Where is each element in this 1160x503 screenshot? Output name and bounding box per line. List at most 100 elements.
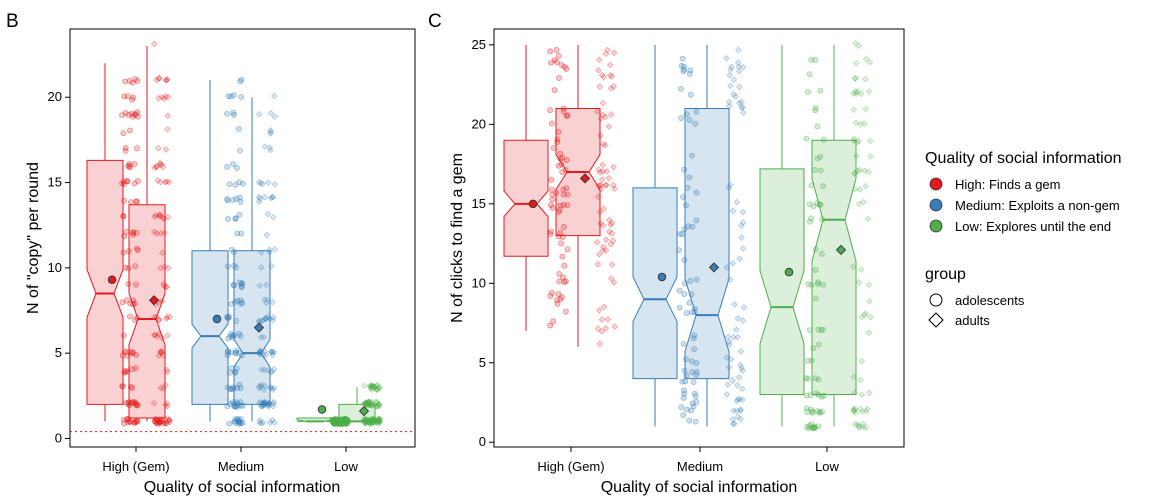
- data-point: [732, 93, 739, 100]
- data-point: [808, 56, 815, 63]
- data-point: [602, 247, 610, 254]
- data-point: [162, 77, 170, 84]
- data-point: [602, 113, 609, 121]
- data-point: [812, 107, 818, 114]
- data-point: [610, 181, 617, 189]
- data-point: [257, 334, 265, 341]
- data-point: [162, 178, 169, 186]
- data-point: [157, 212, 164, 220]
- data-point: [367, 420, 374, 427]
- data-point: [131, 161, 138, 167]
- data-point: [693, 108, 700, 115]
- data-point: [370, 383, 378, 390]
- data-point: [809, 408, 816, 415]
- data-point: [157, 230, 165, 237]
- data-point: [602, 141, 609, 149]
- data-point: [122, 264, 129, 271]
- data-point: [368, 382, 376, 389]
- data-point: [852, 40, 859, 47]
- data-point: [370, 383, 377, 390]
- legend-label-medium: Medium: Exploits a non-gem: [955, 198, 1120, 213]
- data-point: [676, 287, 683, 294]
- data-point: [269, 193, 276, 201]
- data-point: [266, 130, 274, 137]
- data-point: [611, 323, 619, 330]
- data-point: [549, 204, 556, 211]
- data-point: [368, 400, 375, 408]
- data-point: [807, 218, 813, 225]
- data-point: [158, 349, 166, 356]
- data-point: [598, 328, 606, 335]
- data-point: [726, 341, 733, 348]
- box: [338, 403, 376, 422]
- data-point: [681, 291, 688, 297]
- y-tick-label: 5: [55, 345, 62, 360]
- data-point: [255, 110, 263, 118]
- data-point: [694, 368, 700, 375]
- data-point: [852, 409, 859, 416]
- data-point: [602, 182, 609, 189]
- data-point: [851, 405, 859, 412]
- data-point: [605, 228, 613, 235]
- data-point: [263, 231, 271, 239]
- data-point: [267, 128, 275, 136]
- data-point: [605, 216, 613, 224]
- data-point: [157, 348, 164, 355]
- data-point: [599, 168, 607, 175]
- data-point: [812, 375, 819, 382]
- data-point: [256, 417, 263, 424]
- data-point: [558, 62, 565, 68]
- data-point: [133, 245, 140, 252]
- data-point: [263, 299, 270, 307]
- data-point: [366, 383, 374, 390]
- mean-marker: [358, 406, 370, 417]
- data-point: [600, 73, 607, 81]
- data-point: [153, 416, 161, 423]
- data-point: [236, 179, 243, 185]
- data-point: [269, 416, 276, 424]
- panel-b-label: B: [6, 11, 19, 32]
- data-point: [855, 279, 863, 286]
- data-point: [806, 71, 813, 78]
- data-point: [689, 223, 696, 230]
- data-point: [362, 400, 369, 407]
- data-point: [164, 112, 172, 119]
- data-point: [724, 381, 731, 389]
- data-point: [550, 318, 556, 325]
- data-point: [255, 178, 263, 186]
- legend: Quality of social information High: Find…: [925, 150, 1122, 328]
- data-point: [125, 280, 132, 287]
- data-point: [693, 217, 700, 224]
- legend-key-adults: [928, 312, 944, 328]
- data-point: [678, 115, 684, 122]
- data-point: [560, 186, 567, 193]
- data-point: [560, 223, 567, 230]
- data-point: [734, 334, 742, 341]
- data-point: [363, 417, 370, 424]
- data-point: [164, 332, 171, 339]
- data-point: [230, 109, 237, 116]
- data-point: [733, 397, 741, 405]
- data-point: [224, 403, 231, 410]
- data-point: [164, 93, 172, 101]
- x-tick-label: Medium: [218, 459, 264, 474]
- data-point: [818, 250, 825, 257]
- data-point: [740, 304, 748, 311]
- data-point: [374, 417, 382, 425]
- data-point: [270, 398, 278, 406]
- data-point: [235, 125, 242, 132]
- data-point: [864, 405, 871, 413]
- data-point: [564, 202, 571, 209]
- data-point: [237, 199, 244, 205]
- data-point: [547, 322, 553, 329]
- data-point: [154, 418, 162, 425]
- data-point: [376, 418, 383, 426]
- data-point: [681, 390, 688, 397]
- data-point: [131, 180, 138, 187]
- data-point: [376, 415, 383, 423]
- data-point: [862, 75, 869, 83]
- data-point: [230, 92, 237, 99]
- data-point: [152, 420, 160, 427]
- data-point: [554, 59, 560, 65]
